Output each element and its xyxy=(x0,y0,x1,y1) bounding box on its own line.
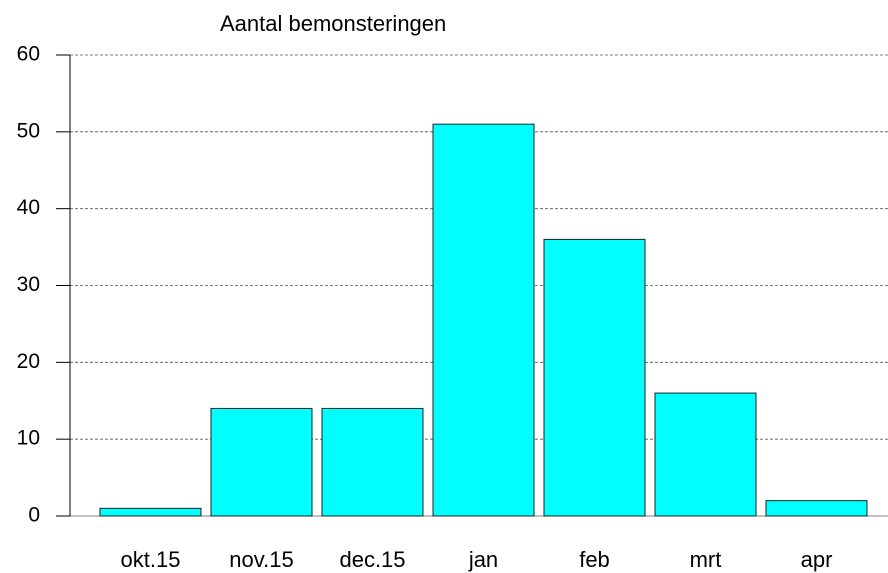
bar xyxy=(210,407,313,517)
y-tick-label: 20 xyxy=(17,350,40,373)
y-tick-label: 0 xyxy=(28,504,40,527)
bar xyxy=(99,507,202,517)
bar xyxy=(765,500,868,517)
x-tick-label: nov.15 xyxy=(229,547,293,572)
bar xyxy=(321,407,424,517)
bar xyxy=(654,392,757,517)
y-tick-label: 10 xyxy=(17,427,40,450)
bar xyxy=(432,123,535,517)
x-tick-label: dec.15 xyxy=(339,547,405,572)
x-tick-label: okt.15 xyxy=(121,547,181,572)
x-tick-label: mrt xyxy=(690,547,722,572)
y-tick-label: 50 xyxy=(17,119,40,142)
chart-title: Aantal bemonsteringen xyxy=(220,11,446,36)
x-tick-label: jan xyxy=(468,547,498,572)
x-tick-label: apr xyxy=(801,547,833,572)
y-tick-label: 60 xyxy=(17,43,40,66)
x-tick-label: feb xyxy=(579,547,610,572)
bar xyxy=(543,238,646,517)
y-tick-label: 30 xyxy=(17,273,40,296)
y-tick-label: 40 xyxy=(17,196,40,219)
